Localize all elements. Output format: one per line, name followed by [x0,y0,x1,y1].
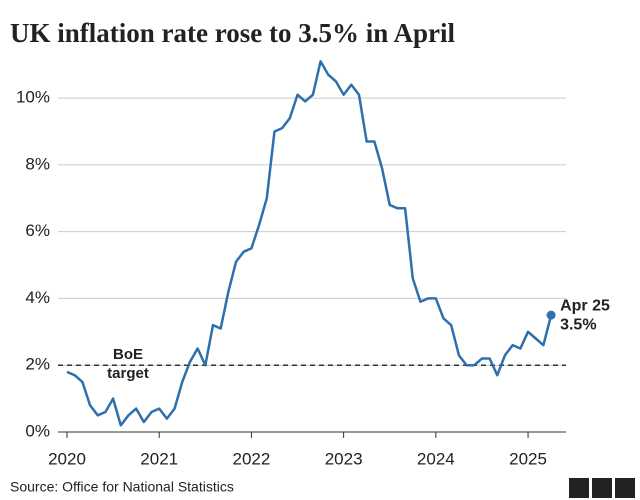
source: Source: Office for National Statistics [10,479,234,495]
end-label: 3.5% [560,316,596,333]
y-tick-label: 2% [25,355,50,374]
logo-box [592,478,612,498]
target-label: target [107,365,149,382]
logo-letter: B [597,480,607,496]
y-tick-label: 8% [25,154,50,173]
x-tick-label: 2022 [233,449,271,468]
logo-box [569,478,589,498]
x-tick-label: 2021 [140,449,178,468]
x-tick-label: 2024 [417,449,455,468]
x-tick-label: 2020 [48,449,86,468]
logo-letter: C [620,480,630,496]
target-label: BoE [113,346,143,363]
end-label: Apr 25 [560,297,610,314]
x-tick-label: 2025 [509,449,547,468]
logo-letter: B [574,480,584,496]
chart-title: UK inflation rate rose to 3.5% in April [10,18,455,48]
logo-box [615,478,635,498]
x-tick-label: 2023 [325,449,363,468]
end-point [546,310,556,320]
y-tick-label: 10% [16,88,50,107]
y-tick-label: 0% [25,421,50,440]
line [66,60,553,427]
y-tick-label: 6% [25,221,50,240]
y-tick-label: 4% [25,288,50,307]
